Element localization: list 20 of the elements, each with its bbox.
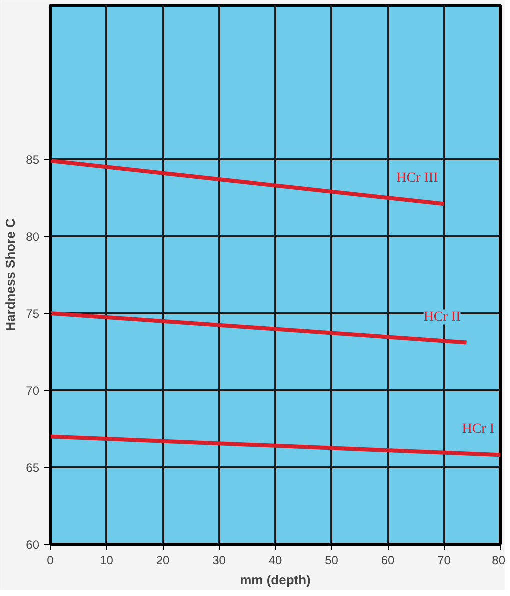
x-tick-label: 70 (438, 554, 452, 568)
y-tick-label: 80 (26, 230, 40, 244)
y-tick-label: 75 (26, 307, 40, 321)
y-tick-label: 70 (26, 384, 40, 398)
x-tick-label: 10 (100, 554, 114, 568)
x-tick-label: 30 (212, 554, 226, 568)
x-tick-label: 50 (325, 554, 339, 568)
series-label: HCr II (424, 310, 462, 325)
x-tick-label: 20 (156, 554, 170, 568)
y-tick-label: 65 (26, 461, 40, 475)
y-tick-label: 85 (26, 153, 40, 167)
series-label: HCr I (462, 422, 495, 438)
x-tick-label: 60 (381, 554, 395, 568)
y-tick-label: 60 (26, 538, 40, 552)
x-tick-label: 40 (268, 554, 282, 568)
series-label: HCr III (396, 171, 439, 186)
x-tick-label: 80 (492, 554, 506, 568)
x-axis-title: mm (depth) (240, 572, 311, 588)
y-axis-title: Hardness Shore C (3, 218, 18, 332)
x-tick-label: 0 (47, 554, 54, 568)
